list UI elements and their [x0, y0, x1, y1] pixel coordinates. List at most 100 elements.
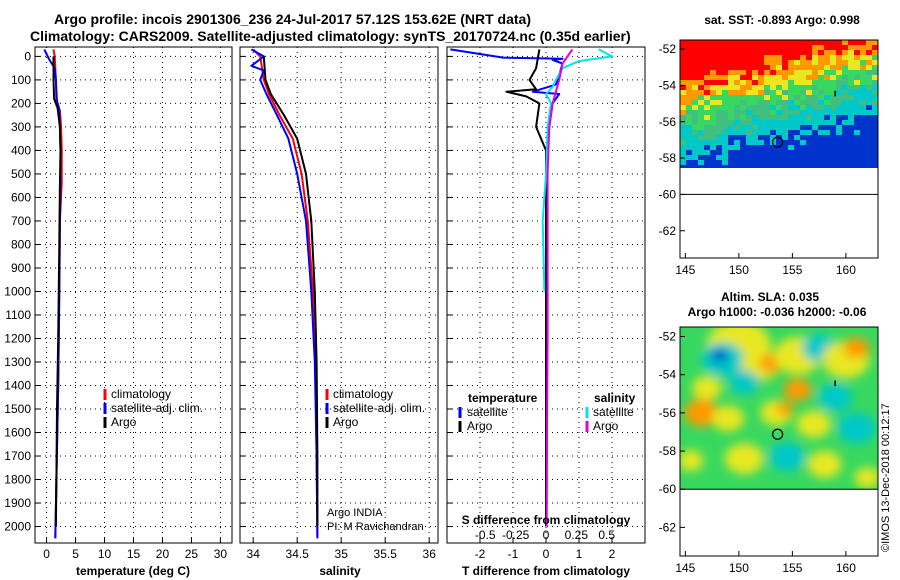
sst-cell [824, 95, 830, 100]
sst-cell [824, 115, 830, 120]
sst-cell [776, 95, 782, 100]
sst-cell [806, 155, 812, 160]
sst-cell [770, 165, 776, 168]
sst-cell [842, 70, 848, 75]
sst-cell [734, 45, 740, 50]
sst-cell [692, 175, 698, 180]
sst-cell [740, 180, 746, 185]
sst-cell [686, 140, 692, 145]
sst-cell [740, 115, 746, 120]
sst-cell [854, 160, 860, 165]
imos-credit: ©IMOS 13-Dec-2018 00:12:17 [880, 403, 892, 552]
sst-cell [686, 100, 692, 105]
sst-cell [794, 40, 800, 45]
sla-eddy [843, 337, 870, 359]
sst-cell [848, 140, 854, 145]
sst-cell [806, 170, 812, 175]
sst-cell [728, 155, 734, 160]
sst-cell [722, 85, 728, 90]
sst-cell [788, 135, 794, 140]
sst-cell [800, 135, 806, 140]
sst-cell [776, 170, 782, 175]
sst-cell [818, 145, 824, 150]
sst-cell [710, 55, 716, 60]
sst-cell [740, 100, 746, 105]
sst-cell [752, 75, 758, 80]
sst-cell [692, 150, 698, 155]
depth-tick-label: 1900 [4, 496, 31, 510]
sst-cell [698, 140, 704, 145]
sst-cell [788, 65, 794, 70]
sst-cell [782, 50, 788, 55]
sst-cell [722, 150, 728, 155]
sst-cell [866, 85, 872, 90]
sst-cell [746, 185, 752, 190]
sst-cell [740, 90, 746, 95]
sst-cell [752, 175, 758, 180]
sst-cell [848, 145, 854, 150]
sst-cell [788, 120, 794, 125]
sst-nodata-region [680, 194, 878, 258]
sst-cell [830, 185, 836, 190]
sst-cell [824, 65, 830, 70]
sst-cell [746, 45, 752, 50]
sst-cell [758, 180, 764, 185]
sst-cell [734, 80, 740, 85]
sst-cell [680, 75, 686, 80]
sst-cell [698, 65, 704, 70]
sst-cell [770, 100, 776, 105]
sst-cell [836, 150, 842, 155]
sst-cell [710, 60, 716, 65]
sst-cell [722, 80, 728, 85]
sst-cell [818, 185, 824, 190]
sst-cell [848, 80, 854, 85]
sst-cell [680, 50, 686, 55]
series-line-satellite-adj-clim- [250, 48, 319, 539]
depth-tick-label: 0 [24, 49, 31, 63]
map-y-tick-label: -54 [659, 78, 677, 92]
sst-cell [836, 50, 842, 55]
sst-cell [860, 110, 866, 115]
sst-cell [698, 85, 704, 90]
sst-cell [776, 175, 782, 180]
sst-cell [680, 60, 686, 65]
sst-cell [854, 50, 860, 55]
sst-cell [806, 135, 812, 140]
sst-cell [680, 155, 686, 160]
sst-cell [692, 100, 698, 105]
sst-cell [722, 60, 728, 65]
sst-cell [710, 100, 716, 105]
legend-label: climatology [111, 387, 171, 401]
sst-cell [788, 100, 794, 105]
sst-cell [722, 170, 728, 175]
sst-cell [848, 125, 854, 130]
sst-cell [776, 75, 782, 80]
sst-cell [866, 60, 872, 65]
sst-cell [788, 160, 794, 165]
sst-cell [806, 120, 812, 125]
sst-cell [812, 70, 818, 75]
sst-cell [704, 60, 710, 65]
sst-cell [818, 95, 824, 100]
x-tick-label: -1 [508, 547, 519, 561]
sst-cell [746, 135, 752, 140]
sst-cell [764, 155, 770, 160]
sst-cell [728, 185, 734, 190]
sst-cell [866, 175, 872, 180]
sst-cell [854, 110, 860, 115]
sst-cell [686, 85, 692, 90]
sst-cell [770, 45, 776, 50]
sst-cell [722, 70, 728, 75]
sst-cell [734, 65, 740, 70]
sst-cell [842, 55, 848, 60]
s-difference-tick-label: -0.25 [502, 528, 530, 542]
sst-cell [698, 135, 704, 140]
sst-cell [704, 135, 710, 140]
sst-cell [842, 135, 848, 140]
sst-cell [746, 85, 752, 90]
sst-cell [800, 100, 806, 105]
sst-cell [692, 45, 698, 50]
sst-cell [716, 125, 722, 130]
sst-cell [698, 70, 704, 75]
sst-cell [752, 180, 758, 185]
